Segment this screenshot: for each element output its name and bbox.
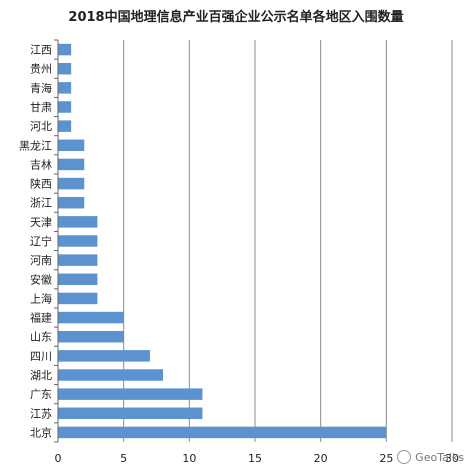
bars — [58, 43, 387, 439]
chart-title: 2018中国地理信息产业百强企业公示名单各地区入围数量 — [68, 10, 404, 25]
bar-18 — [58, 388, 203, 400]
bar-14 — [58, 311, 124, 324]
bar-10 — [58, 235, 98, 247]
category-label-16: 四川 — [30, 350, 52, 363]
watermark-text: GeoTalks — [415, 450, 464, 464]
x-tick-label-25: 25 — [379, 452, 393, 465]
category-label-1: 贵州 — [30, 63, 52, 76]
bar-16 — [58, 350, 150, 362]
category-label-15: 山东 — [30, 331, 52, 344]
category-label-10: 辽宁 — [30, 234, 52, 248]
category-label-6: 吉林 — [30, 157, 52, 171]
category-label-5: 黑龙江 — [19, 139, 52, 152]
bar-5 — [58, 139, 85, 152]
category-label-12: 安徽 — [30, 272, 52, 286]
category-label-9: 天津 — [30, 216, 52, 229]
bar-20 — [58, 426, 387, 439]
x-tick-label-10: 10 — [182, 452, 196, 465]
bar-1 — [58, 62, 72, 75]
bar-6 — [58, 158, 85, 171]
category-label-0: 江西 — [30, 44, 52, 57]
bar-0 — [58, 43, 72, 56]
labels: 0 5 10 15 20 25 30 江西贵州青海甘肃河北黑龙江吉林陕西浙江天津辽宁河南安徽上… — [19, 44, 459, 465]
bar-7 — [58, 177, 85, 190]
x-tick-label-5: 5 — [120, 452, 127, 465]
bar-8 — [58, 196, 85, 209]
category-label-14: 福建 — [30, 311, 52, 325]
category-label-3: 甘肃 — [30, 101, 52, 114]
bar-2 — [58, 82, 72, 94]
x-tick-label-30: 30 — [445, 452, 459, 465]
bar-4 — [58, 120, 72, 132]
x-tick-label-20: 20 — [314, 452, 328, 465]
x-tick-label-15: 15 — [248, 452, 262, 465]
category-label-11: 河南 — [30, 254, 52, 267]
bar-13 — [58, 292, 98, 305]
category-label-20: 北京 — [30, 425, 52, 439]
category-label-19: 江苏 — [30, 407, 52, 420]
category-label-7: 陕西 — [30, 177, 52, 191]
bar-9 — [58, 216, 98, 228]
bar-19 — [58, 407, 203, 420]
bar-11 — [58, 254, 98, 266]
wechat-icon — [397, 450, 412, 464]
watermark: GeoTalks — [397, 450, 464, 464]
category-label-17: 湖北 — [30, 369, 52, 382]
grid-lines — [123, 40, 453, 442]
category-label-4: 河北 — [30, 120, 52, 133]
bar-3 — [58, 101, 72, 113]
category-label-13: 上海 — [30, 291, 52, 305]
x-tick-label-0: 0 — [55, 452, 62, 465]
category-label-18: 广东 — [30, 388, 52, 401]
axes — [54, 39, 59, 443]
category-label-8: 浙江 — [30, 197, 52, 210]
bar-17 — [58, 369, 164, 381]
bar-12 — [58, 273, 98, 286]
category-label-2: 青海 — [30, 81, 52, 95]
bar-15 — [58, 330, 124, 343]
